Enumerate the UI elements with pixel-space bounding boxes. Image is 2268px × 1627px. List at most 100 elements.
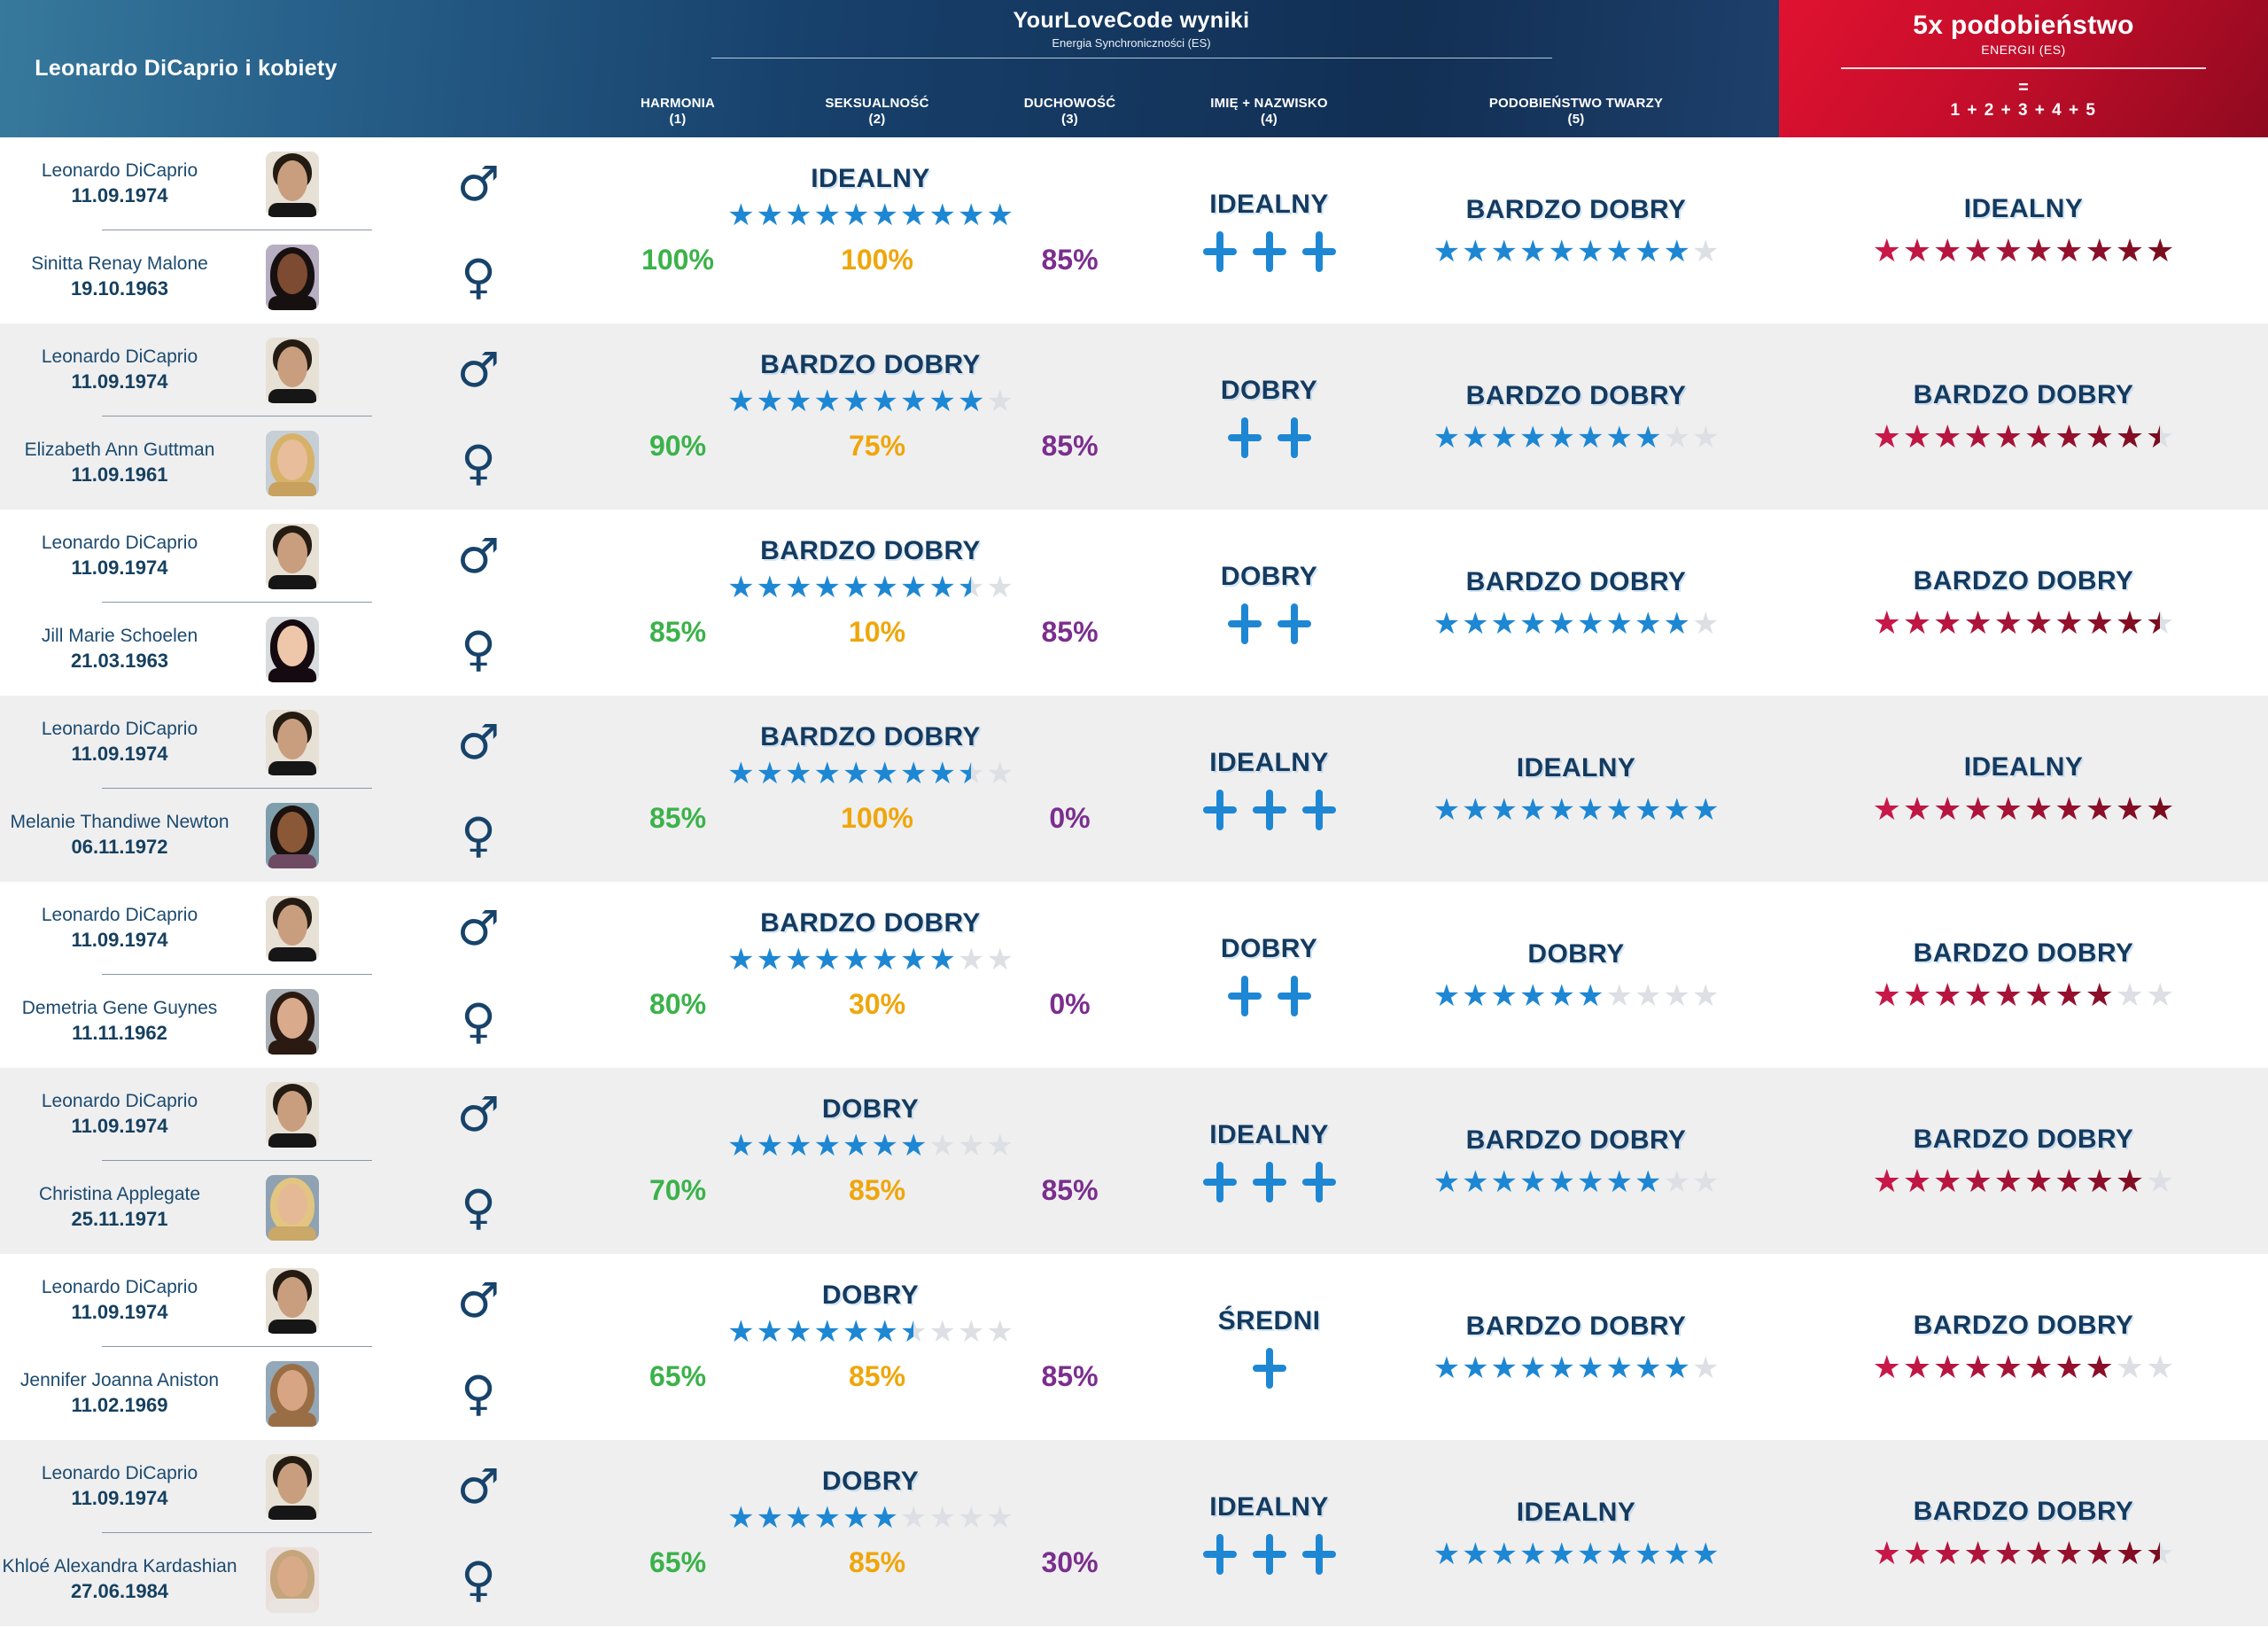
avatar-face [277,160,307,201]
female-gender-icon: ♀ [461,993,496,1049]
female-photo [266,988,319,1055]
avatar-face [277,997,307,1039]
face-similarity-cell: BARDZO DOBRY ★ ★ ★ ★ ★ ★ ★ ★ ★ ★ ★ ★ ★ ★ ★ ★ ★★ [1373,1068,1779,1254]
avatar-torso [268,1319,316,1334]
total-result-label: BARDZO DOBRY [1913,938,2134,968]
female-photo [266,616,319,682]
duchowosc-percent: 0% [1049,802,1091,834]
couple-cell: Leonardo DiCaprio 11.09.1974 ♂ Khloé Ale… [0,1440,576,1626]
female-name: Sinitta Renay Malone [31,253,208,274]
avatar-face [277,346,307,387]
name-match-plus-icons [1228,417,1311,458]
male-person: Leonardo DiCaprio 11.09.1974 ♂ [0,137,576,230]
avatar-face [277,1555,307,1597]
name-match-cell: IDEALNY [1165,137,1373,323]
face-similarity-cell: BARDZO DOBRY ★ ★ ★ ★ ★ ★ ★ ★ ★ ★ ★ ★ ★ ★ ★ ★ ★★ [1373,323,1779,510]
name-match-plus-icons [1203,790,1336,830]
female-gender-icon: ♀ [461,806,496,863]
face-similarity-cell: BARDZO DOBRY ★ ★ ★ ★ ★ ★ ★ ★ ★ ★ ★ ★ ★ ★ ★ ★ ★ ★ ★ [1373,137,1779,323]
male-person: Leonardo DiCaprio 11.09.1974 ♂ [0,882,576,975]
es-star-rating: ★★★★★★★★★★★★★★★★★ [727,1314,1014,1350]
name-match-cell: IDEALNY [1165,1068,1373,1254]
avatar-face [277,904,307,946]
column-headers: HARMONIA (1) SEKSUALNOŚĆ (2) DUCHOWOŚĆ (… [576,96,1779,129]
face-similarity-cell: DOBRY ★ ★ ★ ★ ★ ★ ★ ★ ★ ★ ★ ★ ★★★★ [1373,882,1779,1068]
column-header-imie-nazwisko: IMIĘ + NAZWISKO (4) [1210,95,1328,128]
male-name: Leonardo DiCaprio [41,1277,198,1297]
name-match-plus-icons [1228,603,1311,644]
result-subtitle: ENERGII (ES) [1981,43,2066,57]
name-match-label: DOBRY [1220,933,1318,963]
avatar-torso [268,1412,316,1427]
result-title: 5x podobieństwo [1913,11,2134,40]
avatar-torso [268,760,316,775]
plus-icon [1278,417,1311,458]
female-gender-icon: ♀ [461,434,496,491]
total-result-label: IDEALNY [1963,193,2084,223]
face-similarity-label: IDEALNY [1516,752,1636,782]
name-match-cell: DOBRY [1165,323,1373,510]
male-birthdate: 11.09.1974 [71,370,168,393]
name-match-cell: ŚREDNI [1165,1254,1373,1440]
harmonia-percent: 65% [649,1546,707,1578]
name-match-label: ŚREDNI [1217,1305,1321,1335]
avatar-face [277,625,307,666]
male-birthdate: 11.09.1974 [71,184,168,206]
duchowosc-percent: 85% [1041,1174,1099,1206]
avatar-torso [268,202,316,217]
couple-divider-line [102,602,372,603]
plus-icon [1228,976,1262,1016]
male-birthdate: 11.09.1974 [71,1487,168,1509]
es-score-cell: BARDZO DOBRY ★ ★ ★ ★ ★ ★ ★ ★ ★ ★ ★ ★ ★ ★ ★ ★ ★★ 80% 30% … [576,882,1165,1068]
seksualnosc-percent: 100% [841,802,913,834]
male-photo [266,523,319,589]
female-name: Khloé Alexandra Kardashian [2,1556,237,1576]
result-formula: 1 + 2 + 3 + 4 + 5 [1950,101,2097,120]
couples-table-body: Leonardo DiCaprio 11.09.1974 ♂ Sinitta R… [0,137,2268,1626]
female-birthdate: 19.10.1963 [70,277,169,300]
name-match-plus-icons [1203,231,1336,272]
avatar-face [277,1369,307,1411]
name-match-plus-icons [1203,1162,1336,1203]
female-person: Sinitta Renay Malone 19.10.1963 ♀ [0,230,576,323]
face-similarity-label: BARDZO DOBRY [1465,566,1687,596]
face-similarity-cell: BARDZO DOBRY ★ ★ ★ ★ ★ ★ ★ ★ ★ ★ ★ ★ ★ ★ ★ ★ ★ ★ ★ [1373,1254,1779,1440]
column-header-podobienstwo-twarzy: PODOBIEŃSTWO TWARZY (5) [1488,95,1664,128]
female-person: Christina Applegate 25.11.1971 ♀ [0,1161,576,1254]
male-gender-icon: ♂ [456,1086,501,1142]
total-result-label: BARDZO DOBRY [1913,565,2134,596]
es-rating-label: DOBRY [821,1467,920,1496]
result-divider-line [1841,67,2206,69]
plus-icon [1228,417,1262,458]
plus-icon [1253,1162,1286,1203]
plus-icon [1302,790,1336,830]
female-birthdate: 06.11.1972 [71,836,168,858]
couple-row: Leonardo DiCaprio 11.09.1974 ♂ Jill Mari… [0,510,2268,696]
plus-icon [1228,603,1262,644]
plus-icon [1203,790,1237,830]
face-similarity-stars: ★ ★ ★ ★ ★ ★ ★ ★ ★ ★ ★ ★ ★ ★ ★ ★ ★ ★ ★ [1433,1350,1720,1386]
avatar-face [277,718,307,759]
female-photo [266,1360,319,1427]
avatar-face [277,439,307,480]
total-result-stars: ★★★★★★★★★★★★★★★★★★★★ [1872,418,2175,455]
female-person: Jill Marie Schoelen 21.03.1963 ♀ [0,603,576,696]
es-star-rating: ★★★★★★★★★★★★★★★★★★★ [727,756,1014,791]
male-gender-icon: ♂ [456,155,501,212]
total-result-cell: BARDZO DOBRY ★ ★ ★ ★ ★ ★ ★ ★ ★ ★ ★ ★ ★ ★ ★ ★ ★★ [1779,1254,2268,1440]
male-birthdate: 11.09.1974 [71,1115,168,1137]
page-title-block: Leonardo DiCaprio i kobiety [0,0,576,137]
couple-cell: Leonardo DiCaprio 11.09.1974 ♂ Melanie T… [0,696,576,882]
male-name: Leonardo DiCaprio [41,905,198,925]
male-photo [266,1453,319,1520]
male-gender-icon: ♂ [456,341,501,398]
couple-divider-line [102,788,372,789]
avatar-face [277,1276,307,1318]
female-person: Demetria Gene Guynes 11.11.1962 ♀ [0,975,576,1068]
name-match-label: DOBRY [1220,375,1318,405]
male-gender-icon: ♂ [456,899,501,956]
couple-row: Leonardo DiCaprio 11.09.1974 ♂ Demetria … [0,882,2268,1068]
male-person: Leonardo DiCaprio 11.09.1974 ♂ [0,323,576,416]
total-result-cell: BARDZO DOBRY ★ ★ ★ ★ ★ ★ ★ ★ ★ ★ ★ ★ ★ ★ ★ ★ ★ ★ ★ [1779,1068,2268,1254]
couple-row: Leonardo DiCaprio 11.09.1974 ♂ Elizabeth… [0,323,2268,510]
